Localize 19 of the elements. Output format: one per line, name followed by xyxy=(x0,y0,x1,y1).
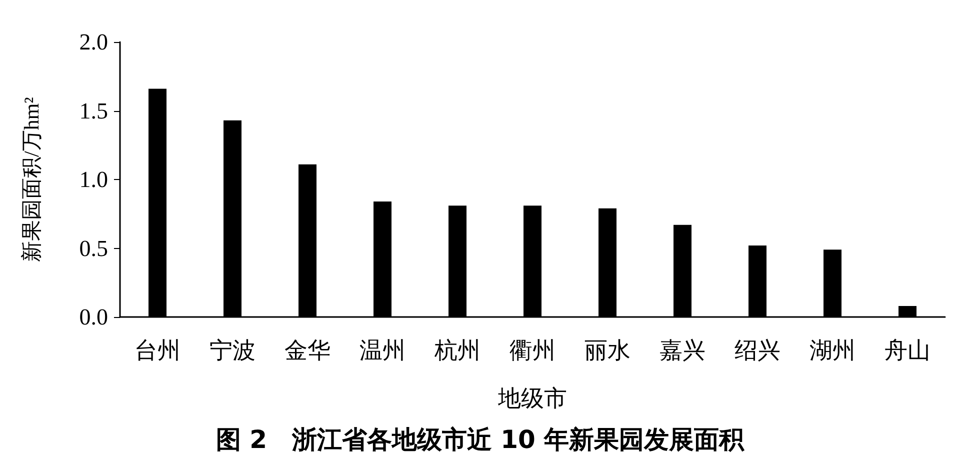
x-tick-label: 衢州 xyxy=(510,338,556,363)
y-tick-label: 0.5 xyxy=(79,236,108,261)
x-tick-label: 湖州 xyxy=(810,338,856,363)
y-tick-label: 1.5 xyxy=(79,98,108,124)
x-axis-title: 地级市 xyxy=(497,386,567,411)
y-tick-label: 0.0 xyxy=(79,304,108,330)
x-tick-label: 杭州 xyxy=(434,338,480,363)
text: 图 2 浙江省各地级市近 10 年新果园发展面积 xyxy=(216,425,746,454)
x-tick-label: 宁波 xyxy=(210,338,256,363)
x-tick-label: 绍兴 xyxy=(734,338,780,363)
x-tick-label: 舟山 xyxy=(884,338,930,363)
x-tick-label: 丽水 xyxy=(584,338,630,363)
x-tick-label: 温州 xyxy=(360,338,406,363)
x-tick-label: 台州 xyxy=(134,338,180,363)
y-axis-title: 新果园面积/万hm² xyxy=(20,97,44,262)
x-tick-label: 嘉兴 xyxy=(660,338,706,363)
x-tick-label: 金华 xyxy=(284,338,330,363)
y-tick-label: 1.0 xyxy=(79,167,108,192)
y-tick-label: 2.0 xyxy=(79,30,108,54)
